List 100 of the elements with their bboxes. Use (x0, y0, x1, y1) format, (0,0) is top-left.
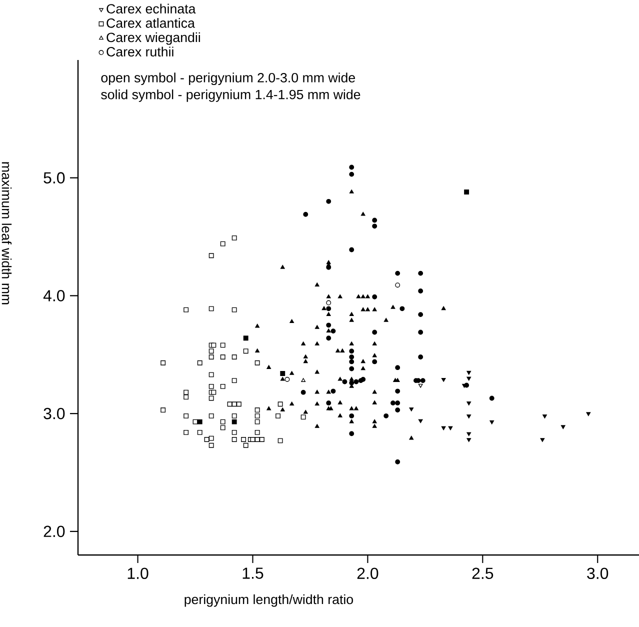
point (372, 224, 378, 229)
point (395, 400, 400, 406)
point (418, 312, 424, 318)
point (278, 402, 283, 407)
point (254, 413, 260, 418)
point (540, 438, 545, 442)
point (418, 270, 424, 276)
point (208, 354, 214, 360)
point (254, 430, 260, 435)
point (250, 437, 256, 442)
point (303, 212, 308, 217)
point (448, 426, 453, 430)
point (232, 402, 237, 407)
legend-label: Carex echinata (106, 4, 196, 14)
point (409, 407, 414, 412)
point (395, 408, 400, 412)
point (330, 328, 336, 334)
legend-label: Carex atlantica (106, 18, 195, 28)
point (342, 379, 348, 384)
point (326, 306, 332, 312)
point (349, 247, 354, 252)
point (560, 425, 566, 429)
legend-label: Carex wiegandii (106, 32, 200, 45)
point (208, 396, 214, 401)
y-axis-title: maximum leaf width mm (2, 162, 12, 304)
y-tick-label: 4.0 (43, 290, 65, 302)
point (418, 288, 424, 294)
point (220, 425, 226, 430)
point (372, 330, 378, 335)
point (220, 342, 226, 348)
point (278, 438, 283, 444)
point (232, 378, 237, 384)
point (489, 396, 494, 401)
point (208, 413, 214, 418)
point (372, 359, 378, 364)
point (418, 330, 424, 335)
x-tick-label: 2.0 (357, 568, 378, 580)
point (232, 430, 237, 435)
point (349, 380, 354, 386)
point (232, 235, 237, 240)
point (211, 342, 216, 348)
point (208, 253, 214, 258)
point (284, 376, 290, 382)
point (330, 388, 336, 394)
point (372, 294, 378, 300)
y-tick-label: 2.0 (44, 526, 65, 538)
point (160, 408, 166, 412)
point (395, 270, 400, 276)
point (490, 420, 494, 424)
point (301, 378, 306, 382)
point (232, 413, 237, 418)
point (184, 430, 189, 435)
point (204, 437, 210, 442)
point (254, 419, 260, 424)
legend-label: Carex ruthii (106, 46, 174, 56)
point (276, 413, 280, 418)
point (184, 307, 189, 312)
point (349, 366, 354, 372)
point (349, 348, 354, 354)
point (197, 360, 202, 366)
point (349, 413, 354, 418)
point (227, 402, 232, 407)
point (418, 384, 423, 388)
point (220, 354, 226, 360)
annotation: solid symbol - perigynium 1.4-1.95 mm wide (101, 89, 360, 102)
point (326, 336, 332, 341)
point (220, 419, 226, 424)
point (184, 413, 189, 418)
point (349, 431, 354, 436)
point (208, 306, 214, 312)
point (220, 384, 226, 389)
point (208, 442, 214, 448)
point (232, 307, 237, 312)
x-tick-label: 2.5 (472, 568, 494, 580)
point (418, 419, 423, 424)
point (254, 408, 260, 412)
point (192, 419, 198, 424)
y-tick-label: 3.0 (44, 408, 65, 420)
point (243, 336, 248, 341)
point (326, 198, 332, 204)
point (280, 371, 286, 376)
point (441, 378, 446, 382)
point (184, 394, 189, 400)
point (400, 306, 405, 312)
point (208, 372, 214, 378)
point (384, 413, 389, 418)
point (232, 354, 237, 360)
point (236, 402, 242, 407)
point (184, 390, 189, 395)
point (372, 218, 378, 223)
point (208, 436, 214, 441)
point (349, 164, 354, 170)
point (243, 442, 248, 448)
point (360, 376, 366, 382)
point (395, 459, 400, 464)
point (232, 419, 237, 424)
point (254, 360, 260, 366)
point (259, 437, 264, 442)
point (326, 322, 332, 328)
point (211, 390, 216, 395)
